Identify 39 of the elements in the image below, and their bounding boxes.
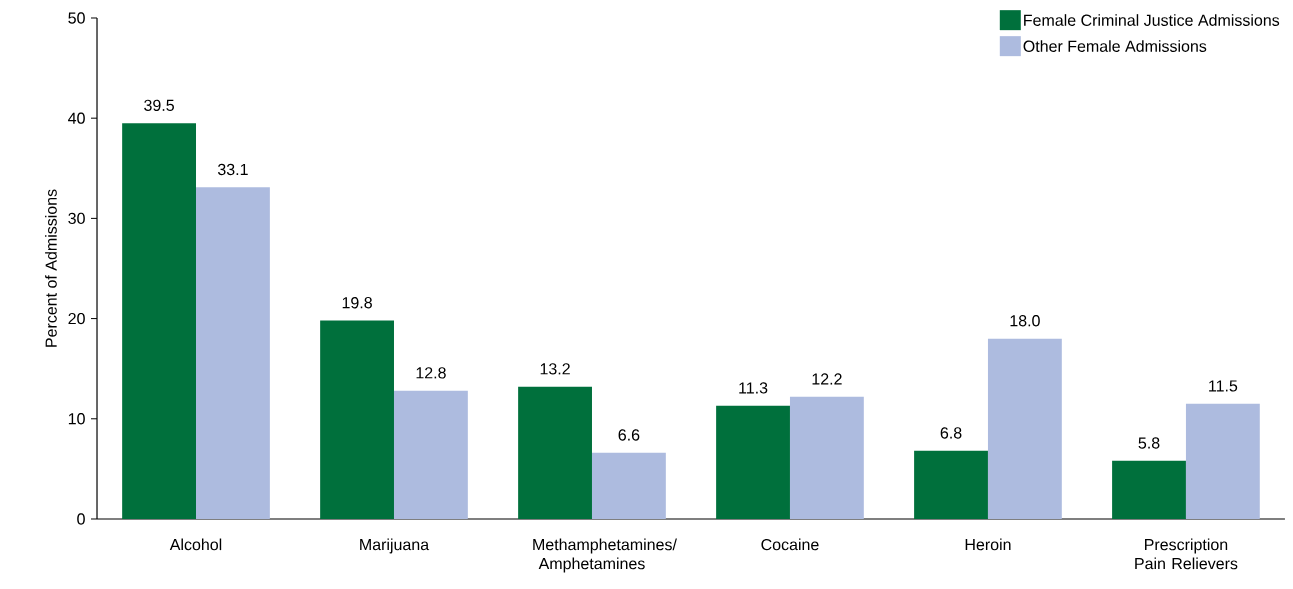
data-label: 12.8 (416, 367, 446, 379)
y-tick-label: 40 (68, 112, 85, 124)
y-tick-label: 30 (68, 212, 85, 225)
data-label: 13.2 (540, 363, 570, 375)
bar (518, 386, 592, 519)
bar (196, 187, 270, 519)
x-tick-label: Cocaine (761, 538, 819, 551)
y-tick-label: 0 (77, 513, 85, 525)
y-tick-label: 50 (68, 12, 85, 24)
x-tick-label: Heroin (965, 538, 1011, 551)
x-tick-label: Alcohol (169, 538, 222, 551)
data-label: 12.2 (812, 373, 842, 385)
data-label: 19.8 (342, 297, 372, 309)
data-label: 39.5 (144, 99, 174, 111)
data-label: 11.3 (739, 382, 768, 394)
y-axis-title: Percent of Admissions (45, 189, 57, 347)
legend-label: Other Female Admissions (1023, 40, 1207, 52)
y-tick-label: 20 (68, 312, 85, 325)
data-label: 5.8 (1138, 437, 1160, 449)
x-tick-label: Prescription Pain Relievers (1135, 538, 1238, 570)
data-label: 6.6 (618, 429, 640, 441)
x-tick-label: Methamphetamines/ Amphetamines (533, 538, 677, 573)
bar (789, 396, 864, 519)
x-tick-label: Marijuana (360, 538, 430, 554)
bar (320, 320, 394, 519)
data-label: 11.5 (1209, 380, 1238, 392)
data-label: 33.1 (217, 163, 248, 176)
bar (914, 450, 988, 519)
bar (716, 405, 790, 519)
legend-label: Female Criminal Justice Admissions (1024, 14, 1280, 26)
bar (1112, 460, 1186, 519)
bar (1185, 403, 1260, 519)
bar (122, 123, 197, 519)
data-label: 6.8 (940, 427, 962, 439)
bar (987, 338, 1062, 519)
y-tick-label: 10 (68, 413, 85, 425)
data-label: 18.0 (1010, 315, 1040, 327)
bar (591, 452, 666, 519)
bar (393, 390, 468, 519)
